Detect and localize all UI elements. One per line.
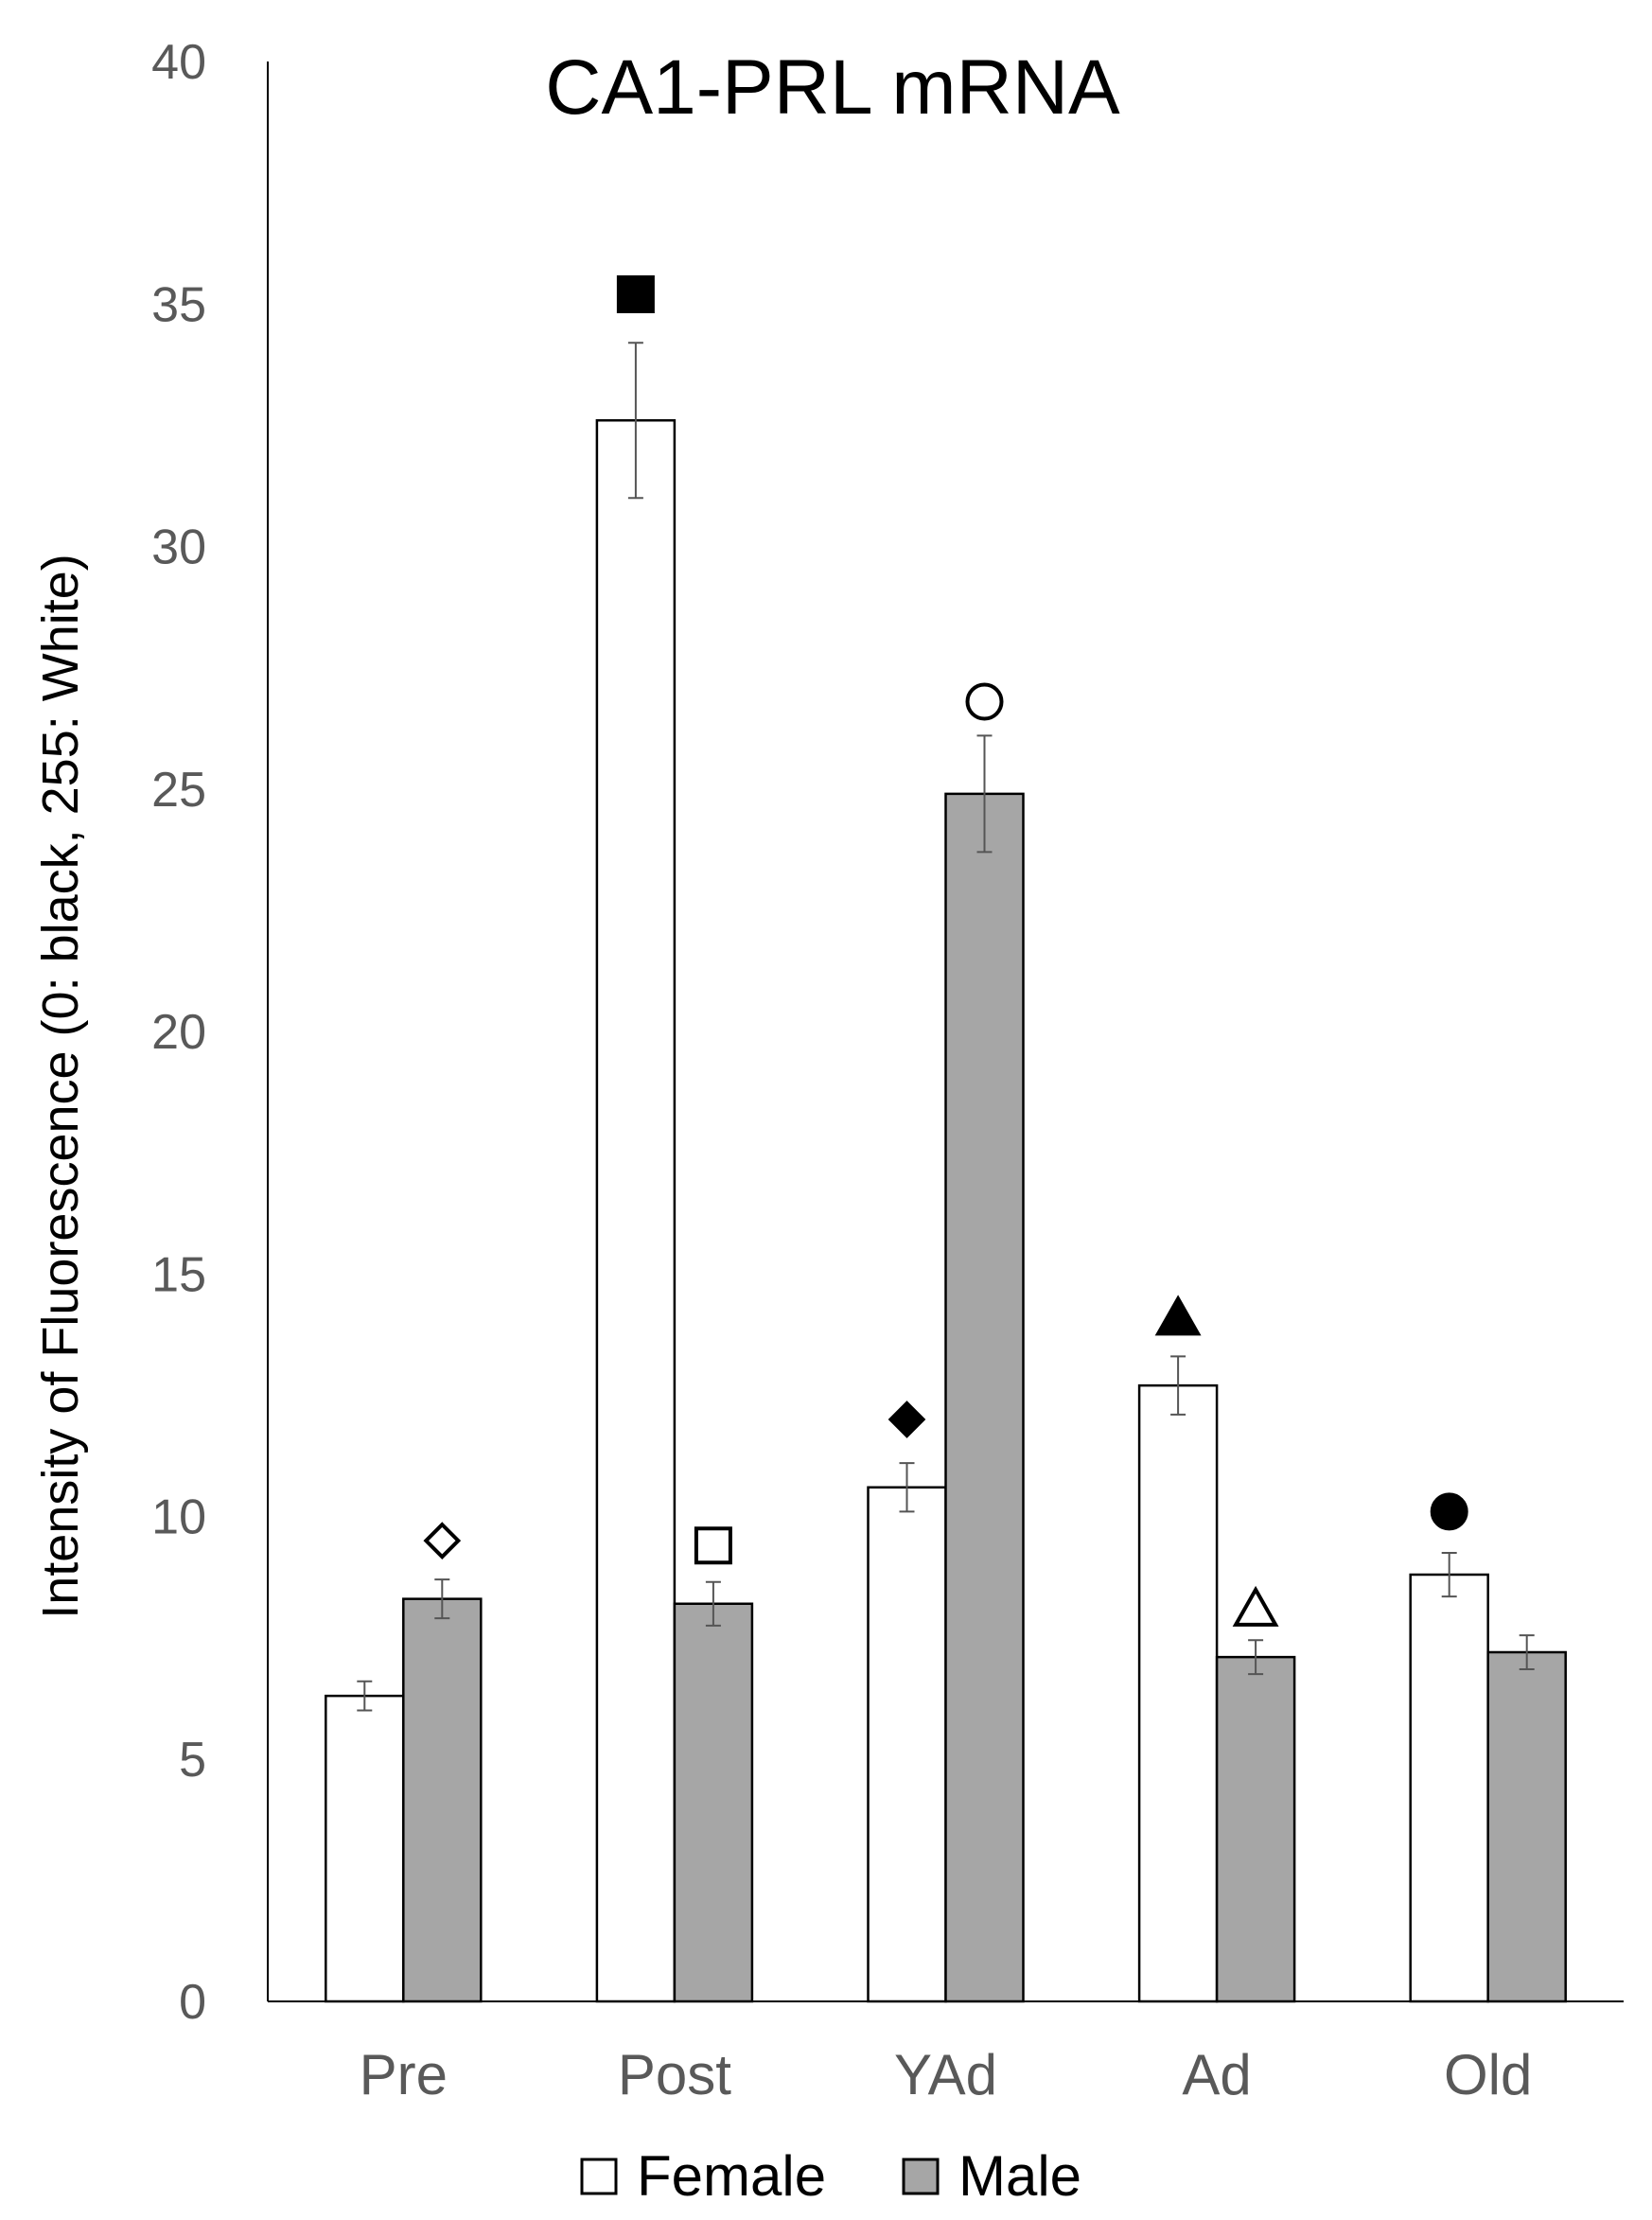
open-diamond-marker [423, 1522, 462, 1559]
x-tick-label: Ad [1182, 2043, 1251, 2106]
x-tick-label: Old [1444, 2043, 1532, 2106]
y-tick-label: 35 [151, 277, 206, 332]
y-tick-label: 20 [151, 1005, 206, 1060]
legend-label-male: Male [958, 2144, 1081, 2208]
bar-female-yad [867, 1486, 947, 2003]
legend-swatch-male [902, 2158, 940, 2195]
y-axis-label: Intensity of Fluorescence (0: black, 255… [32, 554, 89, 1619]
y-tick-label: 5 [179, 1733, 206, 1788]
x-tick-label: Post [618, 2043, 731, 2106]
legend: Female Male [580, 2144, 1081, 2208]
bar-male-yad [944, 792, 1025, 2003]
filled-triangle-marker [1154, 1295, 1202, 1336]
filled-circle-marker [1430, 1492, 1468, 1531]
open-triangle-marker [1232, 1585, 1279, 1627]
bar-female-pre [325, 1694, 405, 2003]
y-tick-label: 30 [151, 520, 206, 575]
filled-square-marker [616, 275, 655, 313]
legend-label-female: Female [637, 2144, 826, 2208]
y-tick-label: 25 [151, 763, 206, 818]
y-tick-label: 15 [151, 1247, 206, 1302]
bar-female-old [1409, 1573, 1489, 2003]
bar-male-pre [402, 1597, 483, 2003]
y-tick-label: 40 [151, 35, 206, 90]
bar-female-post [595, 419, 677, 2003]
bar-male-ad [1215, 1655, 1296, 2003]
bar-male-old [1486, 1650, 1567, 2003]
legend-swatch-female [580, 2158, 618, 2195]
y-tick-label: 0 [179, 1975, 206, 2030]
open-square-marker [694, 1526, 732, 1565]
y-tick-label: 10 [151, 1490, 206, 1545]
bar-female-ad [1137, 1383, 1219, 2003]
chart-title: CA1-PRL mRNA [545, 44, 1120, 131]
x-tick-label: Pre [360, 2043, 448, 2106]
x-tick-label: YAd [894, 2043, 997, 2106]
plot-area: 0 5 10 15 20 25 30 35 40 Pre Post YAd Ad Old [151, 35, 1624, 2106]
open-circle-marker [965, 682, 1004, 721]
filled-diamond-marker [888, 1401, 926, 1438]
bar-male-post [673, 1602, 754, 2003]
